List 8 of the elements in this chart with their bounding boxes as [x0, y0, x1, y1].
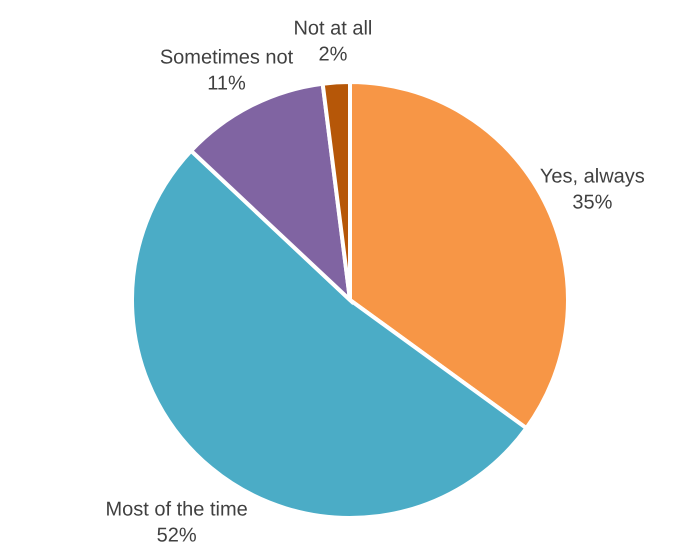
- slice-label: Most of the time: [105, 498, 248, 521]
- slice-label: Not at all: [293, 18, 372, 40]
- slice-label: Yes, always: [540, 166, 645, 188]
- data-label: 35%: [572, 192, 613, 214]
- data-label: 11%: [207, 72, 246, 95]
- data-label: 2%: [318, 44, 348, 66]
- slice-label: Sometimes not: [160, 46, 294, 69]
- data-label: 52%: [156, 524, 197, 546]
